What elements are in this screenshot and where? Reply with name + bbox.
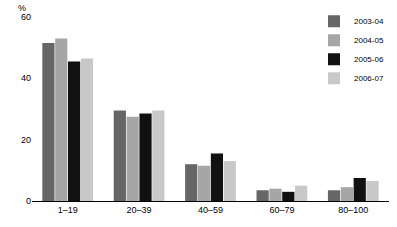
svg-text:40: 40	[21, 73, 31, 83]
svg-text:2003-04: 2003-04	[354, 17, 384, 26]
svg-text:20: 20	[21, 135, 31, 145]
svg-text:2005-06: 2005-06	[354, 55, 384, 64]
svg-text:2006-07: 2006-07	[354, 74, 384, 83]
svg-text:2004-05: 2004-05	[354, 36, 384, 45]
svg-text:0: 0	[26, 196, 31, 206]
svg-text:1–19: 1–19	[58, 205, 78, 215]
svg-text:60: 60	[21, 12, 31, 22]
svg-text:60–79: 60–79	[269, 205, 294, 215]
svg-text:20–39: 20–39	[127, 205, 152, 215]
svg-text:80–100: 80–100	[338, 205, 368, 215]
svg-text:40–59: 40–59	[198, 205, 223, 215]
svg-text:%: %	[18, 3, 26, 13]
